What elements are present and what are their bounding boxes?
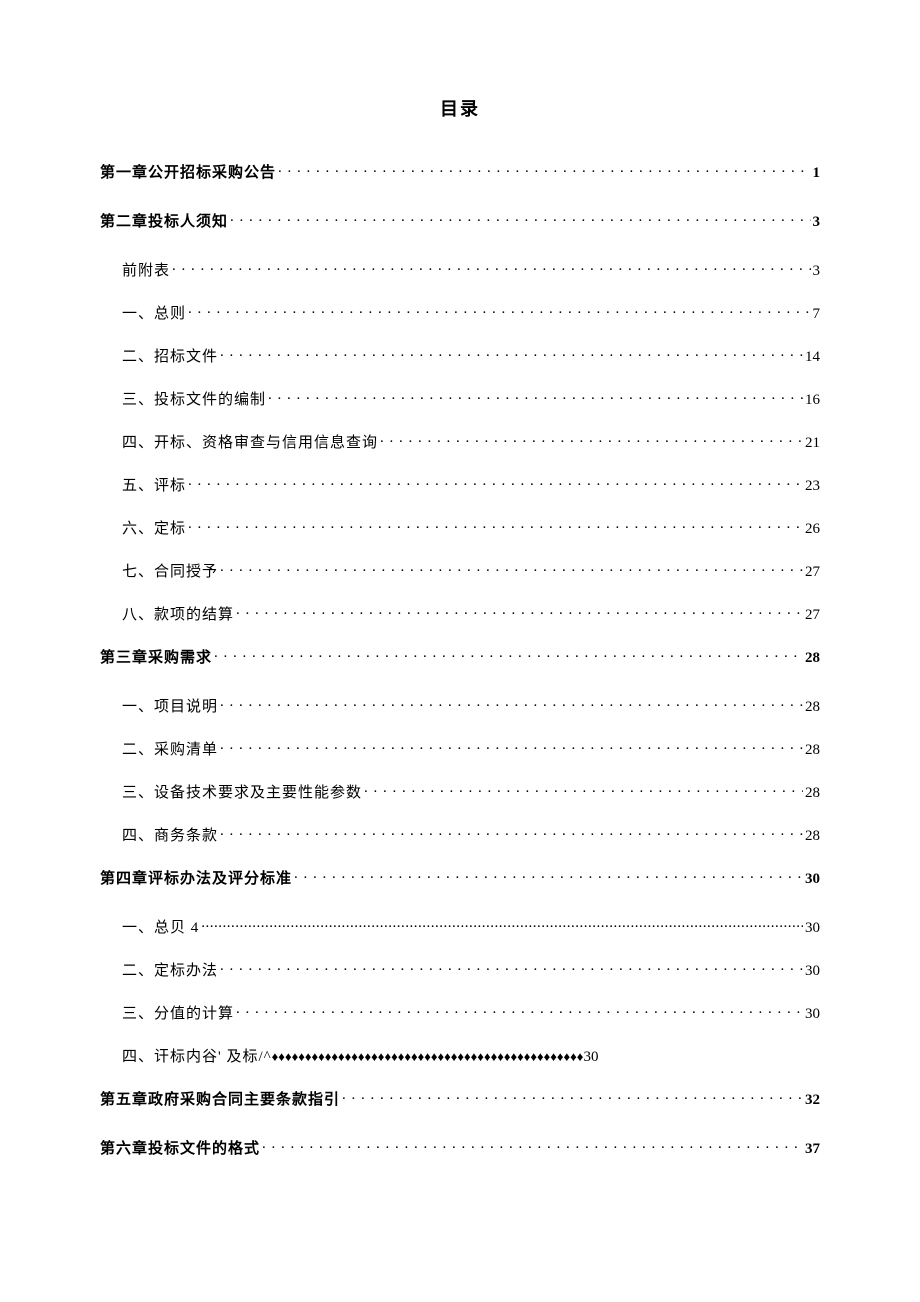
toc-entry: 一、项目说明 28	[100, 695, 820, 716]
toc-leader-dots	[220, 739, 803, 754]
toc-entry: 五、评标 23	[100, 474, 820, 495]
toc-entry: 一、总贝 4 30	[100, 916, 820, 937]
toc-leader-dots	[364, 782, 803, 797]
toc-leader-dots	[342, 1089, 803, 1104]
toc-entry: 二、采购清单 28	[100, 738, 820, 759]
toc-entry-page: 14	[805, 349, 820, 366]
toc-entry-label: 六、定标	[122, 517, 186, 538]
toc-entry-page: 28	[805, 785, 820, 802]
toc-entry-page: 21	[805, 435, 820, 452]
toc-entry: 二、招标文件 14	[100, 345, 820, 366]
toc-entry-page: 37	[805, 1141, 820, 1158]
toc-entry-label: 二、招标文件	[122, 345, 218, 366]
toc-entry-page: 27	[805, 564, 820, 581]
toc-entry-label: 第三章采购需求	[100, 646, 212, 667]
toc-entry-page: 1	[813, 165, 821, 182]
toc-entry: 三、设备技术要求及主要性能参数 28	[100, 781, 820, 802]
toc-entry-label: 八、款项的结算	[122, 603, 234, 624]
toc-leader-dots	[268, 389, 803, 404]
toc-entry-page: 28	[805, 742, 820, 759]
toc-leader-dots	[214, 647, 803, 662]
toc-entry-page: 28	[805, 828, 820, 845]
toc-leader-diamonds: ♦♦♦♦♦♦♦♦♦♦♦♦♦♦♦♦♦♦♦♦♦♦♦♦♦♦♦♦♦♦♦♦♦♦♦♦♦♦♦♦…	[272, 1049, 584, 1065]
toc-leader-dots	[220, 561, 803, 576]
toc-entry: 第一章公开招标采购公告 1	[100, 161, 820, 182]
toc-entry-page: 3	[813, 263, 821, 280]
toc-leader-dots	[188, 303, 810, 318]
toc-entry-page: 23	[805, 478, 820, 495]
toc-entry-label: 一、总贝 4	[122, 916, 199, 937]
toc-entry: 第四章评标办法及评分标准 30	[100, 867, 820, 888]
toc-entry-label: 第五章政府采购合同主要条款指引	[100, 1088, 340, 1109]
toc-leader-dots	[172, 260, 810, 275]
toc-entry-label: 五、评标	[122, 474, 186, 495]
toc-entry-page: 30	[805, 963, 820, 980]
toc-leader-dots	[220, 960, 803, 975]
toc-leader-dots	[188, 475, 803, 490]
toc-leader-dots	[188, 518, 803, 533]
toc-entry: 第三章采购需求 28	[100, 646, 820, 667]
toc-entry-page: 28	[805, 699, 820, 716]
toc-entry-label: 第一章公开招标采购公告	[100, 161, 276, 182]
toc-entry: 四、讦标内谷' 及标/^♦♦♦♦♦♦♦♦♦♦♦♦♦♦♦♦♦♦♦♦♦♦♦♦♦♦♦♦…	[100, 1045, 820, 1066]
toc-entry: 三、投标文件的编制 16	[100, 388, 820, 409]
toc-entry-page: 28	[805, 650, 820, 667]
toc-entry-label: 二、采购清单	[122, 738, 218, 759]
toc-entry-label: 三、投标文件的编制	[122, 388, 266, 409]
toc-entry: 一、总则 7	[100, 302, 820, 323]
toc-entry-label: 前附表	[122, 259, 170, 280]
toc-entry-label: 一、总则	[122, 302, 186, 323]
toc-entry-label: 一、项目说明	[122, 695, 218, 716]
toc-leader-dots	[220, 346, 803, 361]
toc-leader-dots	[236, 604, 803, 619]
toc-entry: 八、款项的结算 27	[100, 603, 820, 624]
toc-leader-dots	[262, 1138, 803, 1153]
toc-leader-dots	[278, 162, 810, 177]
toc-entry: 第六章投标文件的格式 37	[100, 1137, 820, 1158]
toc-entry-label: 四、讦标内谷' 及标/^	[122, 1045, 272, 1066]
toc-entry: 四、开标、资格审查与信用信息查询 21	[100, 431, 820, 452]
toc-entry: 第二章投标人须知 3	[100, 210, 820, 231]
toc-entry: 三、分值的计算 30	[100, 1002, 820, 1023]
toc-leader-dots	[220, 825, 803, 840]
toc-entry: 二、定标办法 30	[100, 959, 820, 980]
toc-entry-page: 26	[805, 521, 820, 538]
toc-entry-page: 30	[805, 920, 820, 937]
toc-entry: 六、定标 26	[100, 517, 820, 538]
toc-entry-label: 三、设备技术要求及主要性能参数	[122, 781, 362, 802]
toc-entry-page: 30	[583, 1049, 598, 1066]
toc-title: 目录	[100, 95, 820, 121]
toc-entry: 七、合同授予 27	[100, 560, 820, 581]
toc-container: 第一章公开招标采购公告 1 第二章投标人须知 3 前附表 3 一、总则 7 二、招标文件 14 三、…	[100, 161, 820, 1158]
toc-leader-dots	[230, 211, 810, 226]
toc-entry-label: 七、合同授予	[122, 560, 218, 581]
toc-entry-page: 30	[805, 871, 820, 888]
document-page: 目录 第一章公开招标采购公告 1 第二章投标人须知 3 前附表 3 一、总则 7 二、招标文件 1…	[0, 0, 920, 1302]
toc-entry-page: 3	[813, 214, 821, 231]
toc-entry-label: 四、商务条款	[122, 824, 218, 845]
toc-leader-dots	[236, 1003, 803, 1018]
toc-entry: 四、商务条款 28	[100, 824, 820, 845]
toc-entry-page: 16	[805, 392, 820, 409]
toc-entry-label: 第六章投标文件的格式	[100, 1137, 260, 1158]
toc-entry-label: 第四章评标办法及评分标准	[100, 867, 292, 888]
toc-entry: 前附表 3	[100, 259, 820, 280]
toc-leader-dots	[380, 432, 803, 447]
toc-entry-page: 7	[813, 306, 821, 323]
toc-leader-dots	[220, 696, 803, 711]
toc-entry-page: 27	[805, 607, 820, 624]
toc-entry-label: 三、分值的计算	[122, 1002, 234, 1023]
toc-entry-label: 二、定标办法	[122, 959, 218, 980]
toc-leader-dots	[201, 917, 803, 932]
toc-entry-label: 四、开标、资格审查与信用信息查询	[122, 431, 378, 452]
toc-entry: 第五章政府采购合同主要条款指引 32	[100, 1088, 820, 1109]
toc-entry-page: 32	[805, 1092, 820, 1109]
toc-entry-label: 第二章投标人须知	[100, 210, 228, 231]
toc-leader-dots	[294, 868, 803, 883]
toc-entry-page: 30	[805, 1006, 820, 1023]
